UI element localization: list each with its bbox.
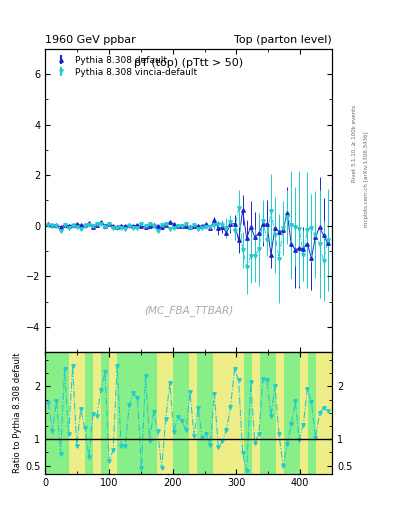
Text: 1960 GeV ppbar: 1960 GeV ppbar xyxy=(45,35,136,45)
Bar xyxy=(181,352,189,474)
Bar xyxy=(324,352,332,474)
Bar xyxy=(261,352,268,474)
Bar xyxy=(173,352,181,474)
Bar xyxy=(205,352,213,474)
Text: mcplots.cern.ch [arXiv:1306.3436]: mcplots.cern.ch [arXiv:1306.3436] xyxy=(364,132,369,227)
Bar xyxy=(276,352,284,474)
Bar xyxy=(149,352,157,474)
Bar xyxy=(228,352,237,474)
Bar xyxy=(268,352,276,474)
Text: (MC_FBA_TTBAR): (MC_FBA_TTBAR) xyxy=(144,305,233,316)
Text: pT (top) (pTtt > 50): pT (top) (pTtt > 50) xyxy=(134,58,243,68)
Bar xyxy=(101,352,109,474)
Text: Top (parton level): Top (parton level) xyxy=(234,35,332,45)
Bar xyxy=(69,352,77,474)
Bar xyxy=(61,352,69,474)
Bar xyxy=(196,352,205,474)
Bar xyxy=(85,352,93,474)
Legend: Pythia 8.308 default, Pythia 8.308 vincia-default: Pythia 8.308 default, Pythia 8.308 vinci… xyxy=(50,53,200,79)
Bar xyxy=(117,352,125,474)
Bar xyxy=(213,352,220,474)
Bar xyxy=(292,352,300,474)
Bar xyxy=(141,352,149,474)
Bar xyxy=(109,352,117,474)
Bar xyxy=(45,352,53,474)
Bar xyxy=(133,352,141,474)
Bar xyxy=(157,352,165,474)
Bar xyxy=(308,352,316,474)
Bar xyxy=(237,352,244,474)
Bar xyxy=(165,352,173,474)
Bar xyxy=(284,352,292,474)
Bar xyxy=(300,352,308,474)
Y-axis label: Ratio to Pythia 8.308 default: Ratio to Pythia 8.308 default xyxy=(13,353,22,473)
Bar xyxy=(316,352,324,474)
Text: Rivet 3.1.10, ≥ 100k events: Rivet 3.1.10, ≥ 100k events xyxy=(352,105,357,182)
Bar xyxy=(189,352,196,474)
Bar xyxy=(53,352,61,474)
Bar xyxy=(125,352,133,474)
Bar xyxy=(220,352,228,474)
Bar xyxy=(77,352,85,474)
Bar xyxy=(93,352,101,474)
Bar xyxy=(244,352,252,474)
Bar xyxy=(252,352,260,474)
